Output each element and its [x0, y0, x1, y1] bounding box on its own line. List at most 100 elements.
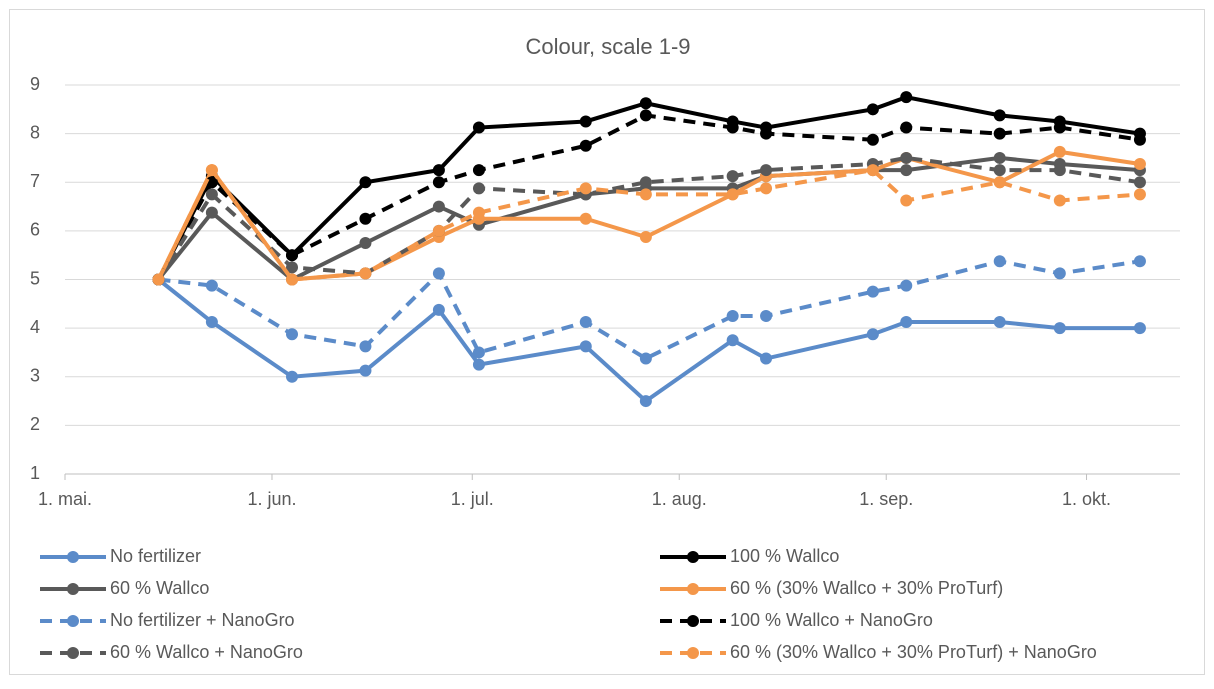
data-point: [639, 230, 652, 243]
data-point: [726, 334, 739, 347]
data-point: [359, 176, 372, 189]
data-point: [900, 151, 913, 164]
data-point: [432, 176, 445, 189]
data-point: [993, 176, 1006, 189]
data-point: [866, 103, 879, 116]
data-point: [900, 194, 913, 207]
legend-label: No fertilizer: [110, 546, 201, 566]
data-point: [726, 309, 739, 322]
data-point: [432, 303, 445, 316]
data-point: [205, 176, 218, 189]
legend-label: 60 % (30% Wallco + 30% ProTurf): [730, 578, 1003, 598]
data-point: [579, 340, 592, 353]
data-point: [432, 267, 445, 280]
data-point: [359, 237, 372, 250]
data-point: [472, 121, 485, 134]
legend-marker: [687, 551, 699, 563]
data-point: [1133, 255, 1146, 268]
data-point: [1053, 164, 1066, 177]
data-point: [1053, 267, 1066, 280]
y-tick-label: 5: [30, 268, 40, 288]
data-point: [286, 370, 299, 383]
data-point: [432, 200, 445, 213]
legend-marker: [687, 647, 699, 659]
data-point: [205, 164, 218, 177]
x-tick-label: 1. sep.: [859, 489, 913, 509]
chart-border: [9, 9, 1205, 675]
data-point: [205, 188, 218, 201]
data-point: [726, 170, 739, 183]
data-point: [1053, 322, 1066, 335]
data-point: [993, 109, 1006, 122]
data-point: [1053, 121, 1066, 134]
chart-title: Colour, scale 1-9: [525, 34, 690, 59]
data-point: [359, 364, 372, 377]
data-point: [866, 133, 879, 146]
data-point: [1133, 322, 1146, 335]
x-tick-label: 1. aug.: [652, 489, 707, 509]
y-tick-label: 7: [30, 171, 40, 191]
data-point: [472, 182, 485, 195]
y-tick-label: 8: [30, 122, 40, 142]
data-point: [359, 267, 372, 280]
legend-label: 60 % (30% Wallco + 30% ProTurf) + NanoGr…: [730, 642, 1097, 662]
data-point: [760, 164, 773, 177]
y-tick-label: 3: [30, 366, 40, 386]
data-point: [579, 115, 592, 128]
data-point: [432, 164, 445, 177]
data-point: [1133, 176, 1146, 189]
data-point: [432, 224, 445, 237]
data-point: [900, 279, 913, 292]
legend-marker: [67, 551, 79, 563]
data-point: [993, 255, 1006, 268]
data-point: [726, 188, 739, 201]
data-point: [993, 127, 1006, 140]
data-point: [639, 97, 652, 110]
data-point: [152, 273, 165, 286]
data-point: [760, 182, 773, 195]
data-point: [472, 164, 485, 177]
data-point: [726, 121, 739, 134]
data-point: [286, 328, 299, 341]
legend-label: No fertilizer + NanoGro: [110, 610, 295, 630]
data-point: [472, 346, 485, 359]
data-point: [866, 164, 879, 177]
x-tick-label: 1. jul.: [451, 489, 494, 509]
data-point: [760, 309, 773, 322]
data-point: [205, 279, 218, 292]
data-point: [579, 212, 592, 225]
data-point: [579, 316, 592, 329]
data-point: [1133, 158, 1146, 171]
x-tick-label: 1. mai.: [38, 489, 92, 509]
data-point: [359, 212, 372, 225]
legend-label: 100 % Wallco: [730, 546, 839, 566]
data-point: [286, 261, 299, 274]
data-point: [866, 328, 879, 341]
y-tick-label: 9: [30, 74, 40, 94]
data-point: [993, 164, 1006, 177]
y-tick-label: 6: [30, 220, 40, 240]
x-tick-label: 1. okt.: [1062, 489, 1111, 509]
legend-label: 60 % Wallco: [110, 578, 209, 598]
data-point: [1053, 145, 1066, 158]
data-point: [205, 316, 218, 329]
data-point: [900, 121, 913, 134]
data-point: [579, 139, 592, 152]
legend-marker: [687, 615, 699, 627]
data-point: [1133, 188, 1146, 201]
data-point: [866, 285, 879, 298]
legend-marker: [687, 583, 699, 595]
data-point: [760, 352, 773, 365]
y-tick-label: 2: [30, 414, 40, 434]
x-tick-label: 1. jun.: [247, 489, 296, 509]
data-point: [579, 182, 592, 195]
data-point: [286, 273, 299, 286]
legend-marker: [67, 647, 79, 659]
data-point: [639, 395, 652, 408]
data-point: [359, 340, 372, 353]
legend-label: 60 % Wallco + NanoGro: [110, 642, 303, 662]
data-point: [639, 188, 652, 201]
data-point: [993, 316, 1006, 329]
data-point: [900, 91, 913, 104]
data-point: [760, 127, 773, 140]
